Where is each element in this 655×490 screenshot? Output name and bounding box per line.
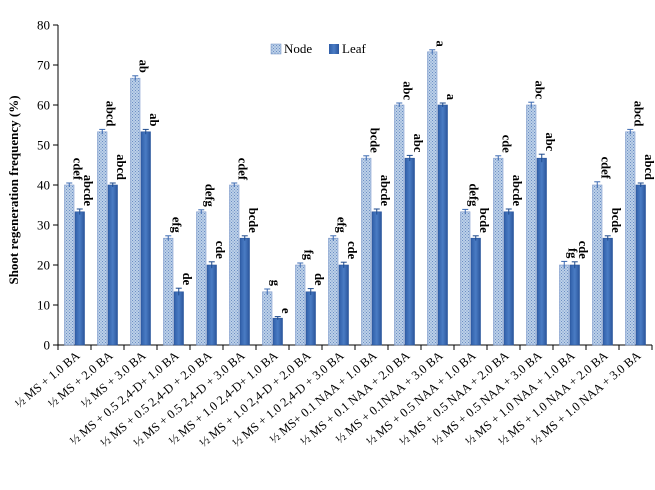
node-sig-label-8: fg [301,250,315,261]
category-labels: ½ MS + 1.0 BA½ MS + 2.0 BA½ MS + 3.0 BA½… [12,349,643,450]
leaf-sig-label-10: abcde [378,175,392,207]
leaf-sig-label-9: cde [345,241,359,260]
node-sig-label-2: abcd [103,101,117,127]
node-bar-9 [328,237,339,346]
node-bar-14 [493,157,504,346]
node-bar-8 [295,264,306,346]
legend-leaf-swatch [329,44,339,54]
leaf-bar-13 [470,237,481,346]
node-sig-label-17: cdef [598,157,612,180]
leaf-sig-label-3: ab [147,113,161,126]
node-bar-10 [361,157,372,346]
node-bar-15 [526,104,537,346]
leaf-bar-15 [536,157,547,346]
node-bar-2 [97,131,108,346]
legend-node-swatch [270,43,282,55]
leaf-sig-label-8: de [312,273,326,286]
leaf-bar-14 [503,211,514,346]
node-sig-label-14: cde [499,135,513,154]
leaf-bar-6 [239,237,250,346]
node-bar-1 [64,184,75,346]
leaf-sig-label-15: abc [543,132,557,151]
leaf-sig-label-2: abcd [114,154,128,180]
node-sig-label-13: defg [466,183,480,207]
leaf-bar-3 [140,131,151,346]
leaf-sig-label-1: abcde [81,175,95,207]
leaf-bar-10 [371,211,382,346]
y-axis: 0 10 20 30 40 50 60 70 80 [37,18,59,353]
node-bar-13 [460,211,471,346]
leaf-sig-label-11: abc [411,134,425,153]
node-sig-label-16: fg [565,248,579,259]
node-sig-label-15: abc [532,80,546,99]
node-bar-18 [625,131,636,346]
leaf-sig-label-6: bcde [246,208,260,233]
x-axis [57,344,653,350]
node-bar-16 [559,264,570,346]
node-bar-6 [229,184,240,346]
leaf-sig-label-7: e [279,308,293,314]
leaf-sig-label-18: abcd [642,154,655,180]
node-sig-label-5: defg [202,184,216,208]
leaf-bar-8 [305,291,316,346]
node-sig-label-3: ab [136,60,150,73]
leaf-bar-2 [107,184,118,346]
y-tick-label: 80 [37,18,50,33]
node-sig-label-11: abc [400,81,414,100]
leaf-sig-label-14: abcde [510,175,524,207]
node-sig-label-10: bcde [367,128,381,153]
node-bar-11 [394,104,405,346]
legend-leaf-label: Leaf [342,41,366,56]
legend: Node Leaf [270,41,366,56]
leaf-sig-label-13: bcde [477,208,491,233]
leaf-sig-label-16: cde [576,241,590,260]
leaf-bar-18 [635,184,646,346]
node-bar-4 [163,237,174,346]
leaf-bar-17 [602,237,613,346]
node-bar-3 [130,77,141,346]
leaf-bar-7 [272,317,283,346]
y-tick-label: 60 [37,98,50,113]
leaf-bar-1 [74,211,85,346]
node-sig-label-1: cdef [70,158,84,181]
y-axis-title: Shoot regeneration frequency (%) [6,95,21,284]
leaf-bar-12 [437,104,448,346]
node-bar-17 [592,184,603,346]
leaf-bar-5 [206,264,217,346]
leaf-sig-label-17: bcde [609,208,623,233]
node-bar-12 [427,51,438,346]
node-sig-label-9: efg [334,217,348,234]
bars [64,49,646,346]
y-tick-label: 70 [37,58,50,73]
y-tick-label: 40 [37,178,50,193]
node-sig-label-6: cdef [235,158,249,181]
legend-node-label: Node [284,41,312,56]
y-tick-label: 10 [37,298,50,313]
node-sig-label-4: efg [169,217,183,234]
y-tick-label: 30 [37,218,50,233]
node-sig-label-18: abcd [631,101,645,127]
leaf-bar-16 [569,264,580,346]
significance-labels: cdefabcdabefgdefgcdefgfgefgbcdeabcadefgc… [70,41,655,314]
node-bar-7 [262,291,273,346]
node-sig-label-12: a [433,41,447,48]
node-bar-5 [196,211,207,346]
leaf-bar-4 [173,291,184,346]
y-tick-label: 0 [44,338,51,353]
leaf-bar-9 [338,264,349,346]
leaf-sig-label-5: cde [213,241,227,260]
y-tick-label: 50 [37,138,50,153]
leaf-sig-label-12: a [444,94,458,101]
leaf-sig-label-4: de [180,273,194,286]
node-sig-label-7: g [268,280,282,287]
y-tick-label: 20 [37,258,50,273]
leaf-bar-11 [404,157,415,346]
